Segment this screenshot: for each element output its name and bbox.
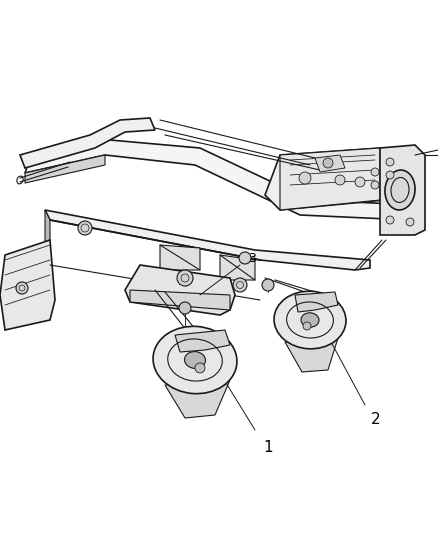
Ellipse shape — [385, 170, 415, 210]
Circle shape — [16, 282, 28, 294]
Circle shape — [303, 322, 311, 330]
Polygon shape — [280, 148, 380, 210]
Polygon shape — [220, 255, 255, 280]
Text: 1: 1 — [263, 440, 273, 455]
Circle shape — [195, 363, 205, 373]
Polygon shape — [20, 118, 155, 168]
Circle shape — [323, 158, 333, 168]
Circle shape — [299, 172, 311, 184]
Circle shape — [386, 158, 394, 166]
Circle shape — [335, 175, 345, 185]
Circle shape — [371, 168, 379, 176]
Circle shape — [386, 171, 394, 179]
Polygon shape — [45, 210, 50, 265]
Polygon shape — [285, 338, 338, 372]
Circle shape — [406, 218, 414, 226]
Polygon shape — [125, 265, 235, 315]
Polygon shape — [165, 380, 230, 418]
Circle shape — [239, 252, 251, 264]
Polygon shape — [160, 245, 200, 270]
Circle shape — [177, 270, 193, 286]
Polygon shape — [265, 148, 390, 210]
Polygon shape — [315, 155, 345, 172]
Circle shape — [386, 216, 394, 224]
Circle shape — [78, 221, 92, 235]
Circle shape — [371, 181, 379, 189]
Polygon shape — [0, 240, 55, 330]
Ellipse shape — [153, 326, 237, 394]
Polygon shape — [175, 330, 230, 352]
Ellipse shape — [274, 291, 346, 349]
Text: 2: 2 — [371, 413, 381, 427]
Polygon shape — [130, 290, 230, 310]
Circle shape — [355, 177, 365, 187]
Polygon shape — [380, 145, 425, 235]
Ellipse shape — [301, 313, 319, 327]
Circle shape — [262, 279, 274, 291]
Polygon shape — [295, 292, 338, 312]
Ellipse shape — [184, 352, 205, 368]
Polygon shape — [25, 140, 415, 220]
Text: 3: 3 — [248, 252, 256, 264]
Polygon shape — [45, 210, 370, 270]
Circle shape — [233, 278, 247, 292]
Polygon shape — [25, 155, 105, 183]
Circle shape — [179, 302, 191, 314]
